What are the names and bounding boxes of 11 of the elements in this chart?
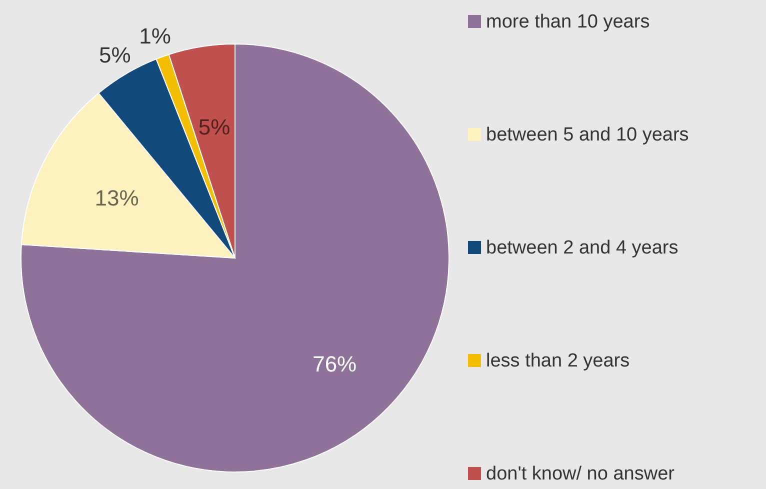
- legend-label: less than 2 years: [486, 350, 630, 372]
- data-label: 1%: [139, 23, 171, 48]
- legend-label: between 2 and 4 years: [486, 238, 678, 258]
- data-label: 5%: [198, 114, 230, 140]
- data-label: 5%: [98, 42, 131, 68]
- legend-label: more than 10 years: [486, 12, 650, 32]
- data-label: 13%: [94, 185, 139, 210]
- legend-label: between 5 and 10 years: [486, 124, 689, 146]
- legend-label: don't know/ no answer: [486, 464, 676, 484]
- data-label: 76%: [312, 352, 357, 377]
- pie-slice: [20, 44, 450, 472]
